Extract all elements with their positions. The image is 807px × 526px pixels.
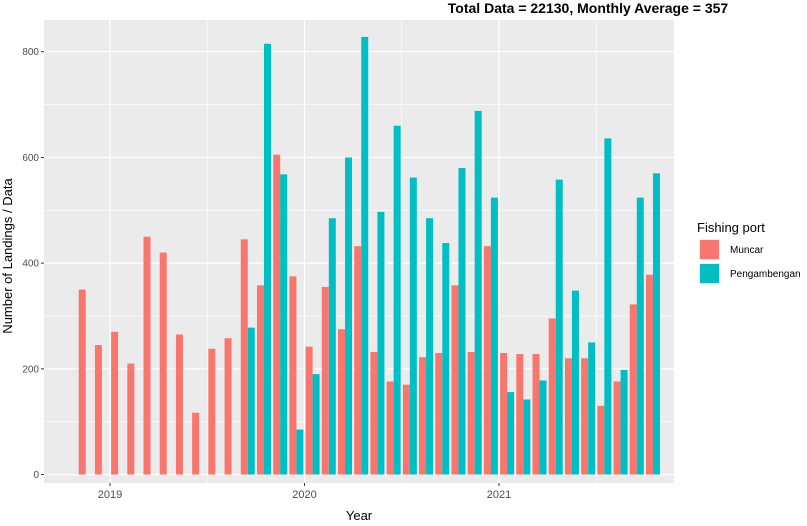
bar-muncar-2019-07 [208,348,216,475]
bar-muncar-2021-05 [564,358,572,475]
bar-muncar-2019-08 [224,338,232,475]
y-tick-label: 600 [22,153,39,164]
bar-pengambengan-2020-12 [490,197,498,475]
bar-muncar-2020-01 [305,346,313,475]
legend-label-pengambengan: Pengambengan [730,269,801,280]
bar-muncar-2020-02 [321,286,329,475]
bar-pengambengan-2021-04 [555,179,563,475]
legend-swatch-pengambengan [700,264,719,283]
bar-muncar-2020-07 [402,384,410,475]
bar-muncar-2019-02 [127,363,135,475]
x-axis-title: Year [346,508,373,521]
bar-pengambengan-2020-04 [361,36,369,475]
bar-muncar-2018-11 [78,289,86,475]
bar-pengambengan-2019-09 [247,327,255,475]
bars [78,36,660,475]
bar-pengambengan-2020-10 [458,167,466,475]
bar-pengambengan-2021-09 [636,197,644,475]
bar-pengambengan-2019-11 [280,174,288,475]
bar-muncar-2020-10 [451,285,459,475]
x-tick-label: 2020 [292,489,316,501]
legend-swatch-muncar [700,240,719,259]
y-tick-label: 200 [22,364,39,375]
bar-muncar-2019-11 [273,154,281,475]
bar-muncar-2021-10 [645,274,653,475]
y-tick-label: 800 [22,47,39,58]
bar-pengambengan-2021-05 [571,290,579,475]
bar-muncar-2021-09 [629,304,637,475]
bar-muncar-2019-05 [175,334,183,475]
bar-muncar-2020-08 [419,357,427,475]
y-tick-label: 400 [22,259,39,270]
bar-muncar-2019-12 [289,276,297,475]
bar-pengambengan-2021-08 [620,369,628,475]
y-tick-label: 0 [33,470,39,481]
x-tick-label: 2021 [487,489,511,501]
bar-muncar-2019-06 [192,412,200,475]
legend-label-muncar: Muncar [730,245,764,256]
bar-muncar-2019-03 [143,236,151,475]
bar-pengambengan-2019-12 [296,429,304,475]
bar-pengambengan-2021-03 [539,380,547,475]
bar-pengambengan-2020-07 [409,177,417,475]
bar-muncar-2021-07 [597,405,605,475]
bar-muncar-2020-03 [338,329,346,475]
bar-pengambengan-2021-06 [588,342,596,475]
bar-muncar-2019-10 [256,285,264,475]
bar-pengambengan-2019-10 [263,43,271,475]
bar-muncar-2019-09 [240,239,248,475]
bar-muncar-2020-04 [354,246,362,475]
axes: 0 200 400 600 800 2019 2020 2021 [22,47,511,501]
bar-muncar-2019-01 [111,331,119,475]
bar-muncar-2021-04 [548,318,556,475]
bar-muncar-2021-03 [532,354,540,475]
bar-muncar-2020-06 [386,381,394,475]
bar-pengambengan-2021-01 [507,392,515,475]
bar-muncar-2020-05 [370,351,378,475]
bar-pengambengan-2020-06 [393,125,401,475]
bar-muncar-2020-09 [435,352,443,475]
bar-pengambengan-2020-01 [312,374,320,475]
bar-muncar-2020-11 [467,351,475,475]
bar-pengambengan-2020-03 [345,157,353,475]
bar-muncar-2019-04 [159,252,167,475]
bar-pengambengan-2021-07 [604,138,612,475]
bar-pengambengan-2021-02 [523,399,531,475]
bar-muncar-2021-01 [500,352,508,475]
bar-pengambengan-2020-08 [426,218,434,475]
bar-pengambengan-2020-05 [377,211,385,475]
x-tick-label: 2019 [98,489,122,501]
bar-pengambengan-2020-02 [328,218,336,475]
bar-muncar-2021-06 [581,358,589,475]
legend-title: Fishing port [697,220,765,235]
bar-muncar-2020-12 [483,246,491,475]
bar-pengambengan-2021-10 [652,173,660,475]
chart-title: Total Data = 22130, Monthly Average = 35… [448,0,729,16]
bar-muncar-2021-08 [613,381,621,475]
bar-muncar-2018-12 [94,345,102,475]
y-axis-title: Number of Landings / Data [0,178,15,334]
bar-pengambengan-2020-09 [442,243,450,475]
bar-muncar-2021-02 [516,354,524,475]
bar-pengambengan-2020-11 [474,110,482,475]
legend: Fishing port Muncar Pengambengan [697,220,801,284]
